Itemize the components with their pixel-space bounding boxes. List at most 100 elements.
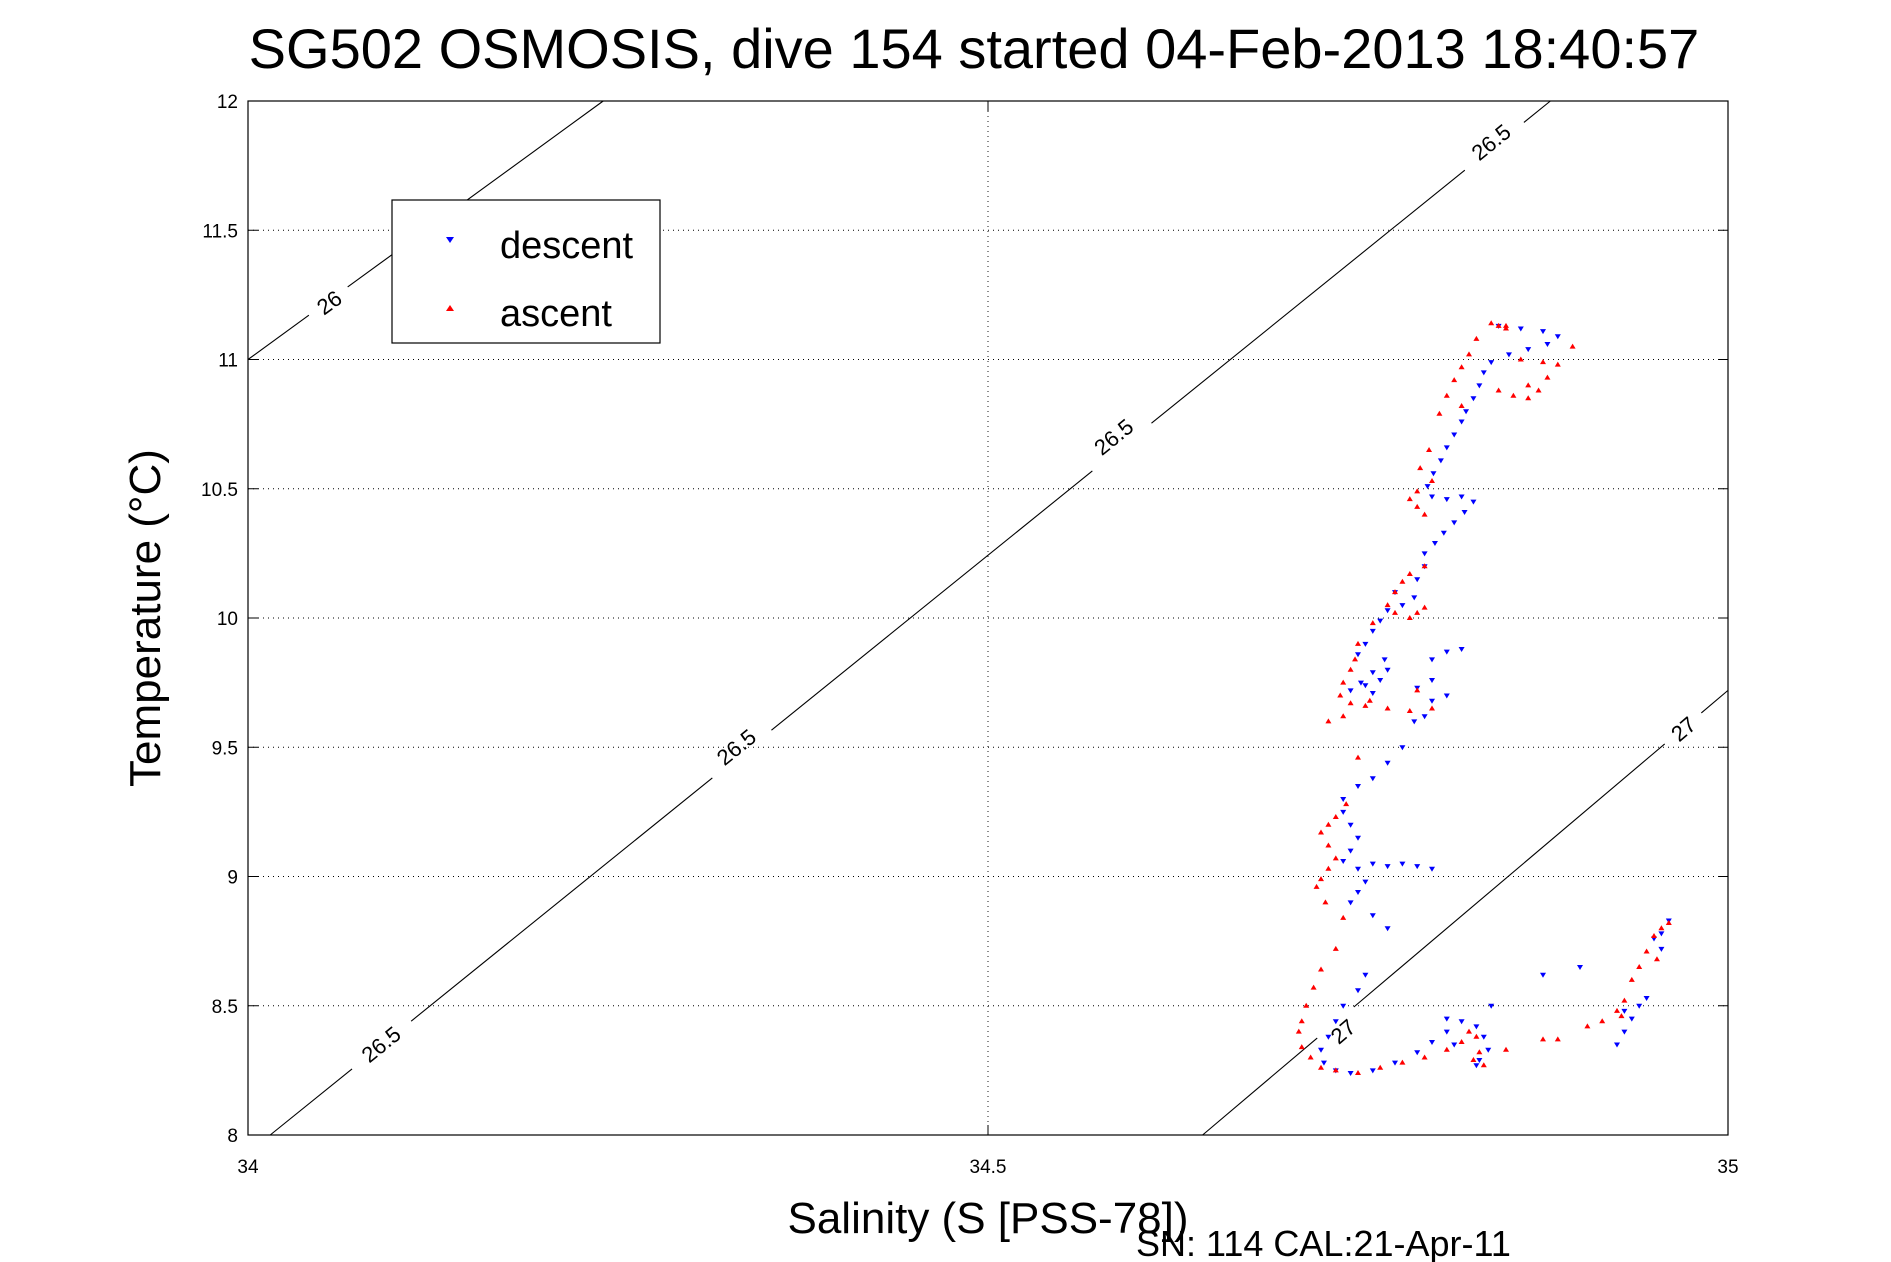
ascent-point <box>1458 403 1465 409</box>
descent-point <box>1485 1047 1492 1053</box>
ascent-point <box>1332 814 1339 820</box>
ascent-point <box>1355 754 1361 760</box>
ascent-point <box>1503 325 1509 331</box>
descent-point <box>1451 432 1458 438</box>
ascent-point <box>1384 602 1391 608</box>
ascent-point <box>1628 976 1635 982</box>
descent-point <box>1421 714 1428 720</box>
ascent-point <box>1369 620 1376 626</box>
descent-point <box>1658 946 1665 952</box>
ascent-point <box>1313 883 1320 889</box>
descent-point <box>1443 1029 1450 1035</box>
ascent-point <box>1544 374 1551 380</box>
y-axis-label: Temperature (°C) <box>121 449 170 787</box>
ascent-point <box>1476 1049 1483 1055</box>
ascent-point <box>1653 956 1660 962</box>
descent-point <box>1355 835 1361 841</box>
y-tick-label: 9.5 <box>212 738 238 759</box>
ascent-point <box>1392 609 1398 615</box>
ascent-point <box>1458 1038 1465 1044</box>
chart-title: SG502 OSMOSIS, dive 154 started 04-Feb-2… <box>249 17 1700 80</box>
descent-point <box>1340 809 1347 815</box>
ascent-point <box>1399 578 1406 584</box>
descent-point <box>1340 858 1347 864</box>
ascent-point <box>1325 821 1332 827</box>
ascent-point <box>1473 335 1480 341</box>
descent-point <box>1658 931 1665 937</box>
ascent-point <box>1352 656 1359 662</box>
ascent-point <box>1298 1018 1305 1024</box>
descent-point <box>1476 383 1483 389</box>
descent-point <box>1399 745 1406 751</box>
descent-point <box>1421 551 1428 557</box>
ascent-point <box>1466 351 1472 357</box>
descent-point <box>1377 618 1384 624</box>
descent-point <box>1554 334 1561 340</box>
ascent-point <box>1392 589 1398 595</box>
legend-box <box>391 199 661 344</box>
ascent-point <box>1406 708 1413 714</box>
x-tick-label: 34.5 <box>970 1157 1007 1178</box>
ascent-point <box>1417 465 1424 471</box>
descent-point <box>1458 419 1465 425</box>
descent-point <box>1384 667 1391 673</box>
descent-point <box>1473 1063 1480 1069</box>
descent-point <box>1362 641 1369 647</box>
legend-descent-label: descent <box>500 225 634 267</box>
descent-point <box>1347 688 1354 694</box>
descent-point <box>1463 409 1470 415</box>
descent-point <box>1332 1019 1339 1025</box>
descent-point <box>1480 1034 1487 1040</box>
ascent-point <box>1318 876 1324 882</box>
ascent-point <box>1414 503 1421 509</box>
descent-point <box>1377 678 1384 684</box>
ascent-point <box>1322 899 1329 905</box>
y-tick-label: 10 <box>217 609 238 630</box>
descent-point <box>1411 719 1418 725</box>
ascent-point <box>1406 496 1413 502</box>
descent-point <box>1347 848 1354 854</box>
descent-point <box>1414 864 1421 870</box>
descent-point <box>1643 995 1650 1001</box>
data-series <box>1295 320 1672 1076</box>
descent-point <box>1429 657 1435 663</box>
ascent-point <box>1295 1028 1302 1034</box>
descent-point <box>1362 972 1369 978</box>
descent-point <box>1621 1029 1628 1035</box>
ascent-point <box>1347 666 1354 672</box>
grid-lines <box>248 101 1728 1135</box>
descent-point <box>1424 484 1431 490</box>
ascent-point <box>1614 1007 1620 1013</box>
legend-ascent-marker <box>446 305 454 311</box>
descent-point <box>1636 1003 1643 1009</box>
descent-point <box>1429 1039 1435 1045</box>
descent-point <box>1470 499 1477 505</box>
density-contour-26 <box>247 314 310 360</box>
descent-point <box>1340 1003 1347 1009</box>
ascent-point <box>1495 387 1502 393</box>
descent-point <box>1362 683 1369 689</box>
ascent-point <box>1421 563 1428 569</box>
descent-point <box>1443 649 1450 655</box>
ascent-point <box>1651 932 1657 938</box>
descent-point <box>1621 1008 1628 1014</box>
descent-point <box>1384 608 1391 614</box>
descent-point <box>1399 861 1406 867</box>
ascent-point <box>1421 1054 1428 1060</box>
y-tick-label: 12 <box>217 92 238 113</box>
ascent-point <box>1540 359 1546 365</box>
descent-series <box>1318 323 1672 1076</box>
y-tick-label: 9 <box>227 868 238 889</box>
ascent-point <box>1298 1044 1305 1050</box>
ascent-point <box>1318 829 1324 835</box>
descent-point <box>1429 866 1435 872</box>
descent-point <box>1340 796 1347 802</box>
descent-point <box>1414 577 1421 583</box>
ascent-point <box>1643 948 1650 954</box>
descent-point <box>1440 530 1447 536</box>
ascent-point <box>1337 692 1344 698</box>
descent-point <box>1458 1019 1465 1025</box>
legend: descent ascent <box>391 199 661 344</box>
descent-point <box>1392 1060 1398 1066</box>
